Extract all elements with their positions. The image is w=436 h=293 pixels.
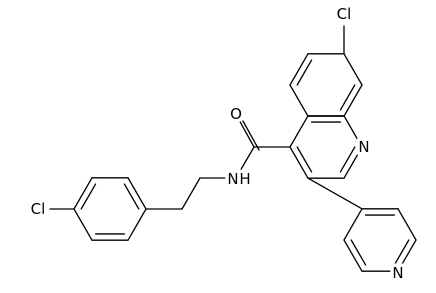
bond (289, 84, 309, 117)
atom-label: Cl (31, 200, 46, 218)
bond (123, 183, 140, 210)
bond (296, 59, 313, 86)
bond (339, 146, 356, 173)
bond (289, 146, 309, 179)
bond (296, 146, 313, 173)
bond (343, 239, 363, 272)
bond (289, 53, 309, 86)
bond (235, 146, 255, 179)
bond (343, 146, 363, 179)
bond (397, 239, 417, 272)
bond (237, 117, 255, 148)
bond (343, 208, 363, 241)
bond (343, 53, 363, 86)
atom-labels: Cl O N H N Cl N (27, 2, 407, 286)
atom-label: H (239, 170, 250, 188)
bond (80, 183, 97, 210)
bond (393, 239, 410, 266)
bond (350, 239, 367, 266)
bond (343, 84, 363, 117)
atom-label: O (230, 105, 242, 123)
bond (242, 120, 260, 151)
bond (73, 177, 93, 210)
bond (127, 177, 147, 210)
atom-label: N (392, 264, 403, 282)
bond (339, 84, 356, 111)
bonds (49, 25, 417, 272)
atom-label: Cl (337, 5, 352, 23)
atom-label: N (227, 170, 238, 188)
bond (343, 115, 363, 148)
bond (397, 208, 417, 241)
bond (73, 208, 93, 241)
bond (127, 208, 147, 241)
bond (289, 115, 309, 148)
bond (307, 177, 363, 210)
bond (181, 177, 201, 210)
atom-label: N (358, 138, 369, 156)
